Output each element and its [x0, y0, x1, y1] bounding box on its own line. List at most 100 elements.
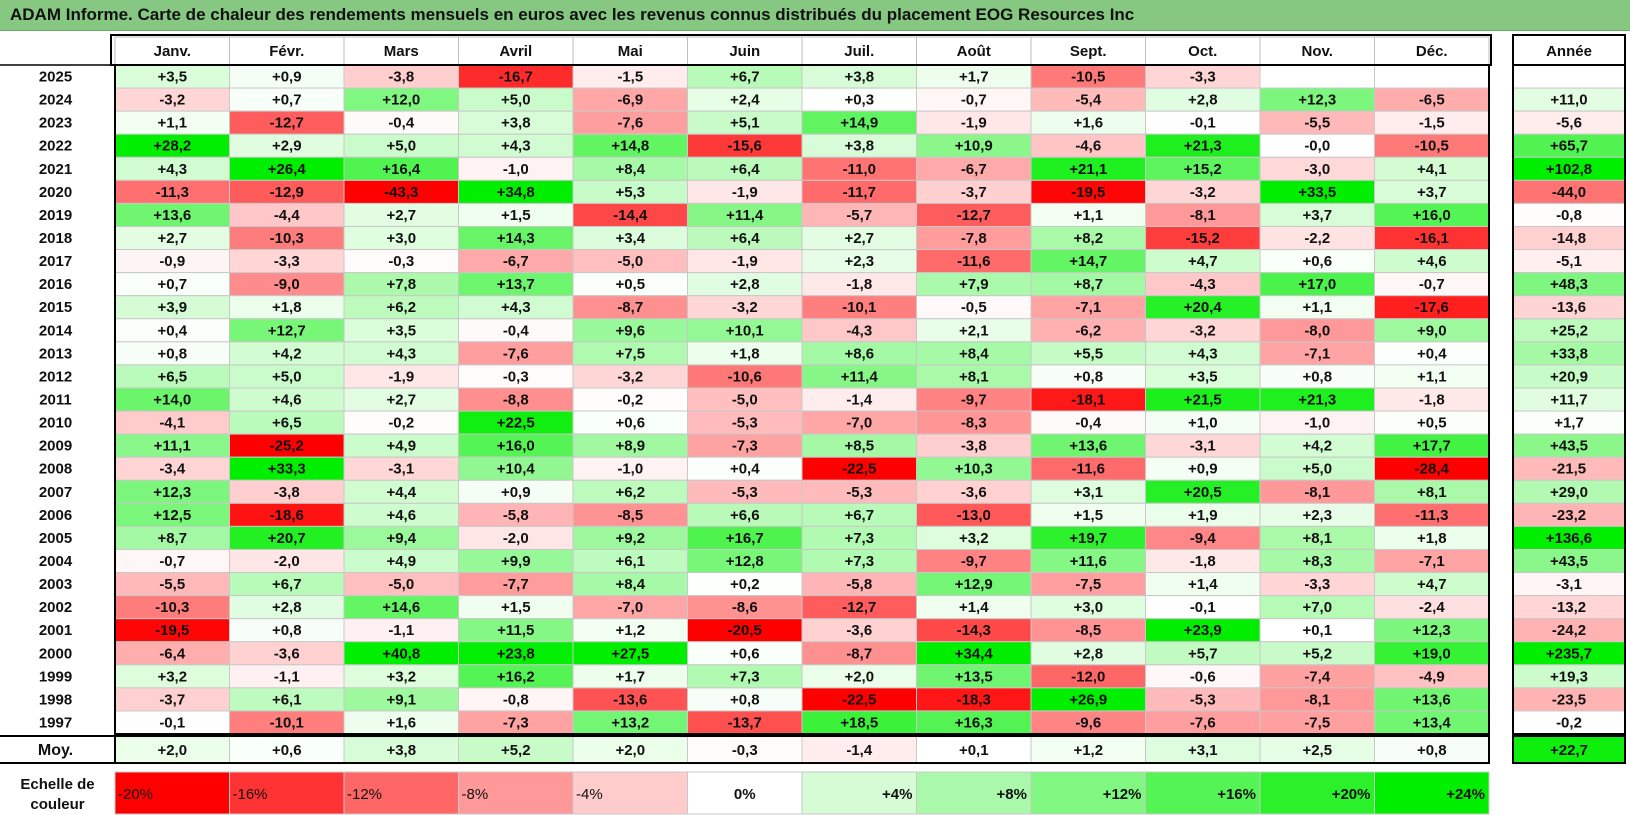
average-cell [572, 735, 688, 764]
scale-value: -8% [462, 786, 489, 803]
annual-value: -5,6 [1556, 115, 1582, 132]
average-value: -1,4 [846, 742, 873, 759]
cell-value: -8,8 [503, 391, 529, 408]
cell-value: +6,4 [730, 161, 760, 178]
cell-value: -0,2 [388, 415, 414, 432]
cell-value: -5,3 [732, 484, 758, 501]
cell-value: -3,7 [159, 691, 185, 708]
average-value: +3,8 [386, 742, 416, 759]
cell-value: +12,3 [1413, 622, 1451, 639]
annual-value: +20,9 [1550, 368, 1588, 385]
cell-value: -18,6 [270, 507, 304, 524]
cell-value: -0,0 [1304, 138, 1330, 155]
cell-value: +2,8 [1073, 645, 1103, 662]
scale-value: -16% [233, 786, 268, 803]
cell-value: +40,8 [382, 645, 420, 662]
cell-value: -5,3 [732, 415, 758, 432]
year-label: 2006 [39, 507, 72, 524]
average-value: +0,1 [959, 742, 989, 759]
annual-cell [1512, 64, 1626, 89]
cell-value: +13,5 [955, 668, 993, 685]
cell-value: +11,6 [1070, 553, 1107, 570]
cell-value: +8,4 [615, 576, 645, 593]
cell-value: -0,3 [388, 253, 414, 270]
cell-value: +19,0 [1413, 645, 1451, 662]
annual-header: Année [1546, 43, 1592, 60]
cell-value: +1,6 [1073, 115, 1103, 132]
cell-value: -8,1 [1190, 207, 1216, 224]
scale-value: +12% [1103, 786, 1142, 803]
cell-value: +6,5 [272, 415, 302, 432]
cell-value: -3,8 [274, 484, 300, 501]
cell-value: +1,1 [1417, 368, 1447, 385]
cell-value: +0,6 [615, 415, 645, 432]
cell-value: -8,3 [961, 415, 987, 432]
year-label: 2024 [39, 92, 73, 109]
cell-value: +20,4 [1184, 299, 1223, 316]
cell-value: -7,7 [503, 576, 529, 593]
cell-value: -4,1 [159, 415, 185, 432]
cell-value: +16,4 [382, 161, 421, 178]
year-label: 2022 [39, 138, 72, 155]
cell-value: +1,2 [615, 622, 645, 639]
cell-value: +6,2 [615, 484, 645, 501]
cell-value: +2,9 [272, 138, 302, 155]
cell-value: -9,4 [1190, 530, 1217, 547]
cell-value: -7,6 [503, 345, 529, 362]
average-cell [229, 735, 345, 764]
annual-value: -13,2 [1552, 599, 1586, 616]
scale-value: 0% [734, 786, 756, 803]
cell-value: +0,8 [272, 622, 302, 639]
cell-value: -5,5 [1304, 115, 1330, 132]
month-header: Juil. [844, 43, 874, 60]
cell-value: +1,9 [1188, 507, 1218, 524]
month-header: Nov. [1302, 43, 1333, 60]
cell-value: -6,5 [1419, 92, 1445, 109]
average-value: +2,0 [157, 742, 187, 759]
cell-value: +12,5 [153, 507, 191, 524]
cell-value: +3,5 [157, 69, 187, 86]
year-label: 2012 [39, 368, 72, 385]
cell-value: +1,0 [1188, 415, 1218, 432]
average-cell [1259, 735, 1375, 764]
title-bar: ADAM Informe. Carte de chaleur des rende… [0, 0, 1630, 31]
average-value: +1,2 [1073, 742, 1103, 759]
cell-value: -9,0 [274, 276, 300, 293]
cell-value: +4,4 [386, 484, 416, 501]
cell-value: +21,3 [1184, 138, 1222, 155]
scale-value: +8% [997, 786, 1027, 803]
cell-value: -3,1 [388, 461, 414, 478]
cell-value: -10,5 [1415, 138, 1449, 155]
cell-value: +3,8 [501, 115, 531, 132]
cell-value: +5,0 [386, 138, 416, 155]
scale-swatch [1259, 771, 1375, 815]
cell-value: -9,6 [1075, 714, 1101, 731]
cell-value: +1,7 [615, 668, 645, 685]
cell-value: +34,8 [497, 184, 535, 201]
cell-value: +14,0 [153, 391, 191, 408]
year-label: 2017 [39, 253, 72, 270]
cell-value: -8,6 [732, 599, 758, 616]
cell-value: -0,9 [159, 253, 185, 270]
cell-value: +17,7 [1413, 438, 1451, 455]
cell-value: -6,2 [1075, 322, 1101, 339]
cell-value: +13,7 [497, 276, 535, 293]
cell-value: +1,8 [730, 345, 760, 362]
cell-value: +1,8 [272, 299, 302, 316]
cell-value: +1,4 [1188, 576, 1218, 593]
annual-value: +29,0 [1550, 484, 1588, 501]
cell-value: +6,7 [272, 576, 302, 593]
cell-value: -7,1 [1075, 299, 1101, 316]
year-label: 2018 [39, 230, 72, 247]
cell-value: +19,7 [1069, 530, 1107, 547]
cell-value: +33,5 [1298, 184, 1336, 201]
scale-value: -20% [118, 786, 153, 803]
cell-value: +0,7 [272, 92, 302, 109]
scale-label: couleur [30, 796, 84, 813]
page-title: ADAM Informe. Carte de chaleur des rende… [10, 5, 1135, 24]
cell-value: +2,8 [272, 599, 302, 616]
cell-value: +20,7 [268, 530, 306, 547]
cell-value: -15,2 [1186, 230, 1220, 247]
cell-value: -1,8 [846, 276, 872, 293]
header-cell [916, 36, 1032, 66]
